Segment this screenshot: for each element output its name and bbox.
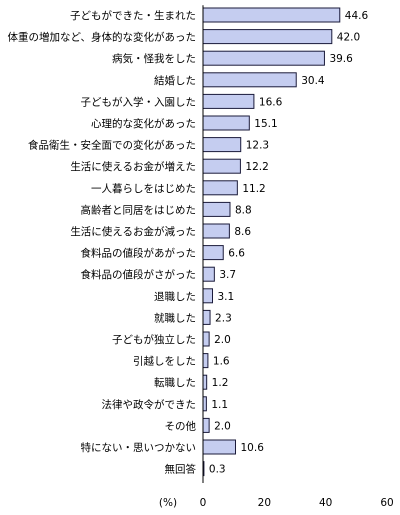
category-label: 法律や政令ができた <box>102 398 197 411</box>
bar <box>202 180 238 196</box>
bar <box>202 417 210 433</box>
bar <box>202 396 207 412</box>
category-label: 子どもが入学・入園した <box>81 95 197 108</box>
value-label: 16.6 <box>259 96 283 108</box>
value-label: 1.2 <box>212 377 229 389</box>
value-label: 11.2 <box>242 183 265 195</box>
value-label: 15.1 <box>254 118 277 130</box>
value-label: 10.6 <box>241 442 265 454</box>
bar <box>202 309 211 325</box>
bar <box>202 439 237 455</box>
value-label: 8.8 <box>235 204 252 216</box>
value-label: 3.7 <box>219 269 236 281</box>
x-axis: 0 20 40 60 (%) <box>159 5 394 509</box>
category-label: 食料品の値段がさがった <box>81 268 197 281</box>
x-axis-unit-label: (%) <box>159 497 177 509</box>
category-label: 生活に使えるお金が減った <box>70 225 196 238</box>
value-label: 1.1 <box>211 399 228 411</box>
bar <box>202 245 224 261</box>
category-label: 子どもが独立した <box>112 333 196 346</box>
category-label: 心理的な変化があった <box>91 117 196 130</box>
category-label: 結婚した <box>154 74 196 87</box>
x-tick-label: 20 <box>258 497 271 509</box>
x-tick-label: 40 <box>319 497 332 509</box>
category-label: 体重の増加など、身体的な変化があった <box>8 31 196 44</box>
x-tick-label: 0 <box>200 497 207 509</box>
category-label: 生活に使えるお金が増えた <box>70 160 196 173</box>
category-label: 食料品の値段があがった <box>81 247 197 260</box>
bar <box>202 93 255 109</box>
category-label: 就職した <box>154 311 196 324</box>
value-label: 12.3 <box>246 140 269 152</box>
category-label: 病気・怪我をした <box>112 52 196 65</box>
bar <box>202 115 250 131</box>
value-label: 6.6 <box>228 248 245 260</box>
value-label: 2.0 <box>214 420 231 432</box>
category-label: 子どもができた・生まれた <box>70 9 196 22</box>
category-label: 無回答 <box>165 463 197 476</box>
bar <box>202 374 208 390</box>
category-label: 食品衛生・安全面での変化があった <box>28 139 196 152</box>
category-label: 一人暮らしをはじめた <box>91 182 196 195</box>
bar <box>202 331 210 347</box>
value-label: 2.3 <box>215 312 232 324</box>
bar <box>202 266 215 282</box>
bar <box>202 353 209 369</box>
x-tick-label: 60 <box>380 497 393 509</box>
bar <box>202 223 230 239</box>
bar <box>202 50 325 66</box>
category-label: 転職した <box>154 377 196 389</box>
category-label: 退職した <box>154 291 196 303</box>
value-label: 42.0 <box>337 32 360 44</box>
bar <box>202 7 341 23</box>
value-label: 30.4 <box>301 75 325 87</box>
bar <box>202 288 214 304</box>
value-label: 1.6 <box>213 356 230 368</box>
value-label: 12.2 <box>245 161 268 173</box>
bar <box>202 29 333 45</box>
value-label: 0.3 <box>209 464 226 476</box>
category-label: その他 <box>165 419 197 432</box>
value-label: 44.6 <box>345 10 369 22</box>
value-label: 2.0 <box>214 334 231 346</box>
bar <box>202 72 297 88</box>
category-label: 引越しをした <box>133 355 196 368</box>
bar <box>202 158 241 174</box>
value-label: 39.6 <box>329 53 353 65</box>
value-label: 8.6 <box>234 226 251 238</box>
value-labels: 44.6 42.0 39.6 30.4 16.6 15.1 12.3 12.2 11.2 8.8 8… <box>209 10 369 476</box>
category-label: 特にない・思いつかない <box>81 442 197 454</box>
category-label: 高齢者と同居をはじめた <box>81 203 197 216</box>
bar <box>202 137 242 153</box>
bar <box>202 201 231 217</box>
category-labels: 子どもができた・生まれた体重の増加など、身体的な変化があった病気・怪我をした結婚… <box>8 9 197 476</box>
value-label: 3.1 <box>218 291 235 303</box>
